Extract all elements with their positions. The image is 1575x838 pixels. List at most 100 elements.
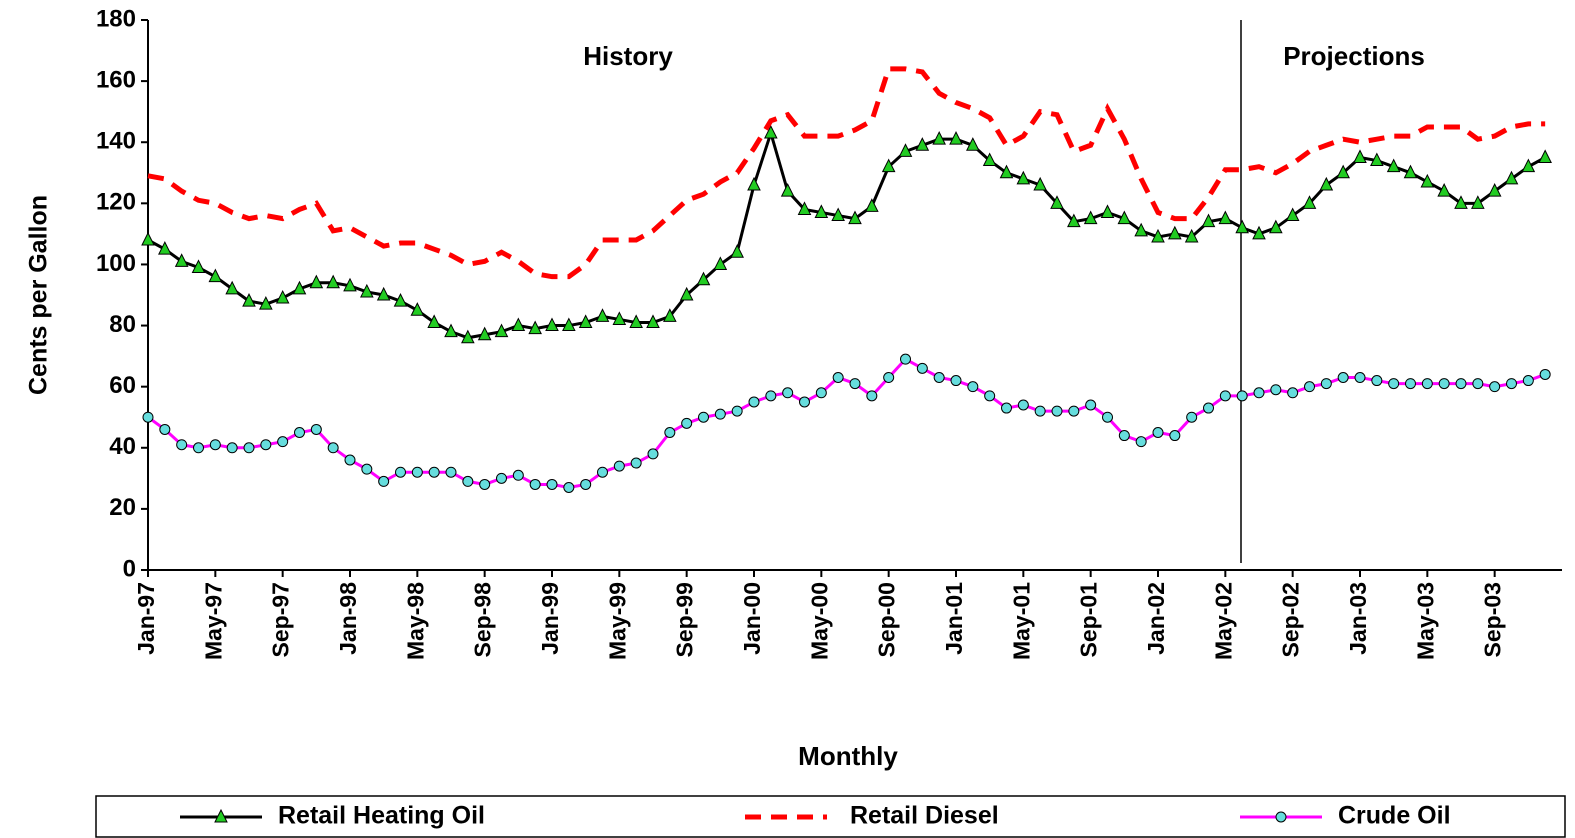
data-point xyxy=(1538,149,1552,163)
data-point xyxy=(1506,378,1517,390)
data-point xyxy=(496,472,507,484)
data-point xyxy=(681,417,693,429)
data-point xyxy=(1336,164,1350,179)
y-tick-label: 180 xyxy=(96,5,136,32)
data-point xyxy=(595,308,610,322)
x-tick-label: Jan-01 xyxy=(941,582,967,655)
x-tick-label: Sep-01 xyxy=(1076,582,1102,658)
data-point xyxy=(815,387,827,399)
data-point xyxy=(376,286,391,301)
data-point xyxy=(696,271,711,286)
data-point xyxy=(327,442,339,454)
data-point xyxy=(799,396,810,408)
data-point xyxy=(898,143,913,157)
data-point xyxy=(1403,164,1418,179)
data-point xyxy=(1370,152,1384,167)
data-point xyxy=(479,478,491,490)
data-point xyxy=(393,292,408,307)
data-point xyxy=(546,478,558,490)
data-point xyxy=(326,274,340,289)
data-point xyxy=(1269,219,1283,234)
data-point xyxy=(275,289,290,304)
data-point xyxy=(883,372,895,383)
data-point xyxy=(1102,411,1113,423)
data-point xyxy=(378,475,390,487)
x-tick-label: Sep-03 xyxy=(1480,582,1506,657)
data-point xyxy=(494,323,509,338)
data-point xyxy=(1203,402,1214,414)
data-point xyxy=(512,469,524,481)
data-point xyxy=(647,448,659,460)
data-point xyxy=(1016,170,1031,185)
data-point xyxy=(158,241,172,255)
data-point xyxy=(1033,176,1047,191)
data-point xyxy=(243,442,255,454)
data-point xyxy=(1068,405,1080,417)
data-point xyxy=(1437,182,1451,197)
data-point xyxy=(984,390,996,402)
x-tick-label: Jan-00 xyxy=(739,582,765,655)
data-point xyxy=(967,381,979,393)
data-point xyxy=(1489,381,1501,393)
data-point xyxy=(982,152,997,167)
data-point xyxy=(1151,228,1165,243)
data-point xyxy=(1354,372,1366,383)
data-point xyxy=(731,405,743,417)
data-point xyxy=(832,372,844,383)
data-point xyxy=(462,475,474,487)
data-point xyxy=(1270,384,1282,396)
data-point xyxy=(260,439,272,451)
x-tick-label: Sep-99 xyxy=(672,582,698,657)
data-point xyxy=(1152,427,1164,438)
annotation: Projections xyxy=(1283,41,1425,71)
data-point xyxy=(1320,378,1332,390)
x-axis-label: Monthly xyxy=(798,741,898,771)
data-point xyxy=(563,482,575,493)
data-point xyxy=(1386,158,1401,173)
data-point xyxy=(1421,378,1433,390)
data-point xyxy=(900,353,911,365)
data-point xyxy=(1067,213,1081,228)
data-point xyxy=(748,396,760,408)
data-point xyxy=(1420,173,1435,188)
data-point xyxy=(1135,436,1147,448)
data-point xyxy=(1118,430,1130,442)
y-tick-label: 100 xyxy=(96,250,136,277)
data-point xyxy=(1521,158,1536,173)
data-point xyxy=(1302,195,1317,209)
x-tick-label: Jan-97 xyxy=(133,582,159,655)
data-point xyxy=(865,198,879,212)
data-point xyxy=(411,466,423,478)
data-point xyxy=(176,439,188,451)
data-point xyxy=(395,466,406,478)
data-point xyxy=(664,427,676,438)
x-tick-label: Jan-02 xyxy=(1143,582,1169,655)
data-point xyxy=(1438,378,1450,390)
data-point xyxy=(242,292,256,307)
data-point xyxy=(714,408,726,420)
x-tick-label: May-98 xyxy=(402,582,428,660)
data-point xyxy=(1001,402,1012,414)
data-point xyxy=(1285,207,1300,222)
data-point xyxy=(629,314,643,328)
data-point xyxy=(782,387,794,399)
data-point xyxy=(915,137,930,151)
data-point xyxy=(1304,381,1315,393)
data-point xyxy=(343,277,357,292)
data-point xyxy=(916,362,928,374)
data-point xyxy=(1051,405,1063,417)
data-point xyxy=(679,286,694,301)
data-point xyxy=(461,329,475,344)
data-point xyxy=(193,442,204,454)
legend-label: Crude Oil xyxy=(1338,802,1451,830)
data-point xyxy=(141,231,155,246)
data-point xyxy=(1287,387,1299,399)
series-line xyxy=(147,127,1546,340)
data-point xyxy=(1353,149,1367,163)
y-axis-label: Cents per Gallon xyxy=(25,195,53,395)
x-tick-label: Sep-02 xyxy=(1278,582,1304,657)
data-point xyxy=(578,314,593,328)
data-point xyxy=(698,411,709,423)
